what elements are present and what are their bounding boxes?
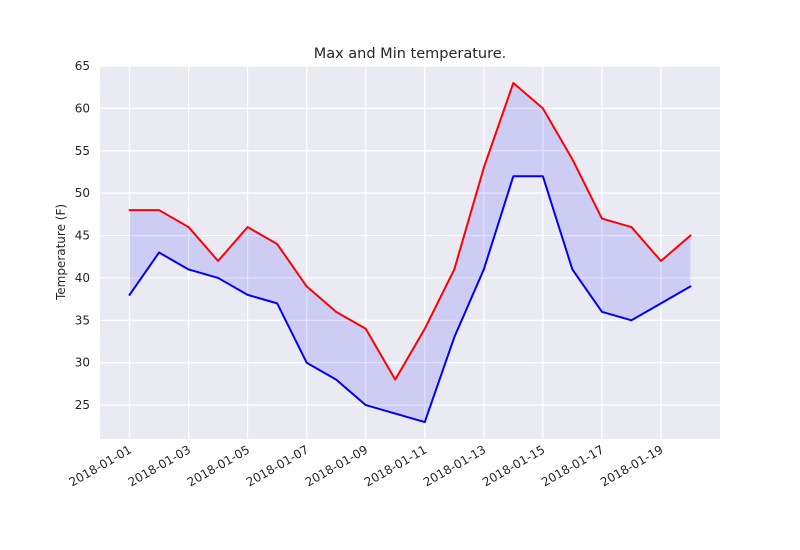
y-tick-label: 55 bbox=[75, 144, 90, 158]
y-tick-label: 65 bbox=[75, 59, 90, 73]
x-tick-label: 2018-01-09 bbox=[303, 442, 370, 489]
series-lines bbox=[128, 81, 692, 424]
x-tick-label: 2018-01-01 bbox=[67, 442, 134, 489]
min-temperature-line bbox=[128, 175, 692, 424]
y-tick-label: 45 bbox=[75, 229, 90, 243]
y-axis-label: Temperature (F) bbox=[54, 204, 68, 301]
x-tick-label: 2018-01-05 bbox=[185, 442, 252, 489]
y-tick-label: 30 bbox=[75, 356, 90, 370]
x-tick-label: 2018-01-17 bbox=[539, 442, 606, 489]
x-tick-label: 2018-01-15 bbox=[480, 442, 547, 489]
fill-between-area bbox=[129, 82, 691, 423]
y-tick-label: 25 bbox=[75, 398, 90, 412]
fill-between bbox=[129, 82, 691, 423]
plot-area bbox=[100, 66, 720, 439]
x-tick-labels: 2018-01-012018-01-032018-01-052018-01-07… bbox=[67, 442, 666, 489]
chart-title: Max and Min temperature. bbox=[314, 46, 507, 62]
max-temperature-line bbox=[128, 81, 692, 381]
x-tick-label: 2018-01-19 bbox=[598, 442, 665, 489]
y-tick-label: 60 bbox=[75, 101, 90, 115]
y-tick-label: 40 bbox=[75, 271, 90, 285]
y-tick-label: 35 bbox=[75, 313, 90, 327]
x-tick-label: 2018-01-11 bbox=[362, 442, 429, 489]
x-tick-label: 2018-01-07 bbox=[244, 442, 311, 489]
x-tick-label: 2018-01-03 bbox=[126, 442, 193, 489]
y-tick-labels: 25 30 35 40 45 50 55 60 65 bbox=[75, 59, 90, 412]
grid bbox=[100, 65, 720, 439]
y-tick-label: 50 bbox=[75, 186, 90, 200]
x-tick-label: 2018-01-13 bbox=[421, 442, 488, 489]
